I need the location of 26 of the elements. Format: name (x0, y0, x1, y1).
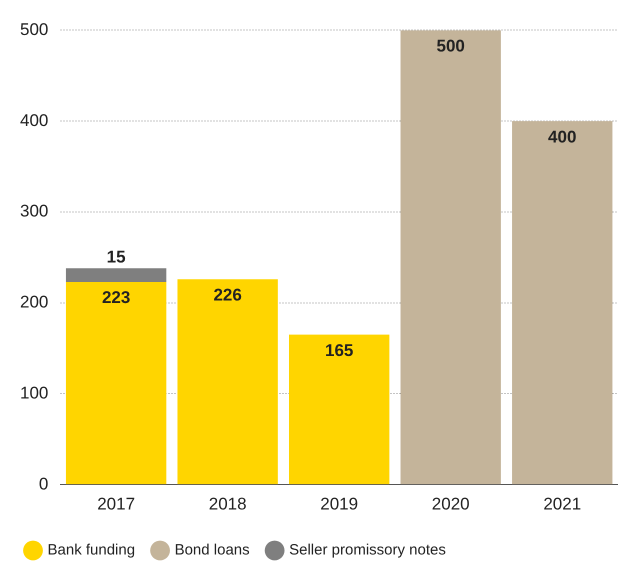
data-label: 400 (548, 127, 576, 146)
y-tick-label: 100 (20, 383, 48, 402)
bar (66, 268, 166, 282)
legend-label: Bond loans (174, 542, 250, 559)
bar (512, 121, 612, 484)
data-label: 165 (324, 340, 354, 360)
y-tick-label: 300 (20, 202, 48, 221)
y-tick-label: 200 (20, 292, 48, 312)
x-tick-label: 2021 (543, 494, 582, 514)
bar (66, 282, 166, 484)
x-tick-label: 2020 (432, 494, 470, 514)
bar (288, 334, 390, 484)
legend-label: Seller promissory notes (289, 542, 446, 559)
data-label: 226 (213, 285, 242, 304)
legend-label: Bank funding (48, 542, 136, 559)
x-tick-label: 2017 (97, 494, 136, 514)
bar (400, 30, 501, 484)
y-tick-label: 400 (20, 110, 48, 130)
y-tick-label: 500 (20, 20, 48, 39)
y-tick-label: 0 (38, 474, 48, 494)
data-label: 15 (106, 247, 126, 266)
data-label: 500 (436, 36, 465, 56)
bar (177, 279, 278, 484)
x-tick-label: 2018 (208, 494, 247, 514)
x-tick-label: 2019 (320, 494, 358, 514)
data-label: 223 (102, 288, 130, 308)
